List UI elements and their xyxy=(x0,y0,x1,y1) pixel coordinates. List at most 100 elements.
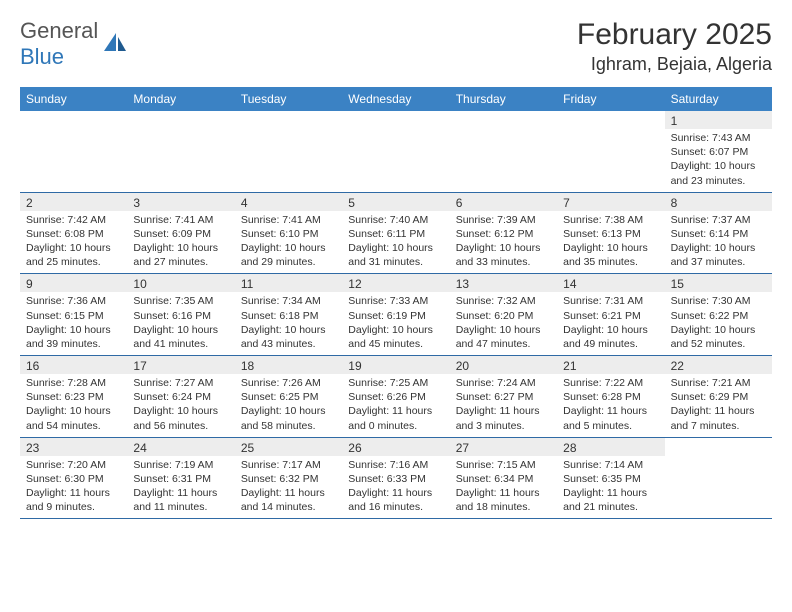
day-line: Sunset: 6:07 PM xyxy=(671,145,766,159)
month-title: February 2025 xyxy=(577,18,772,52)
day-number: 4 xyxy=(235,193,342,211)
day-cell: 10Sunrise: 7:35 AMSunset: 6:16 PMDayligh… xyxy=(127,274,234,355)
day-number: 8 xyxy=(665,193,772,211)
day-line: Daylight: 10 hours xyxy=(26,323,121,337)
week-row: 16Sunrise: 7:28 AMSunset: 6:23 PMDayligh… xyxy=(20,356,772,438)
day-content: Sunrise: 7:41 AMSunset: 6:10 PMDaylight:… xyxy=(235,211,342,274)
day-line: Sunset: 6:19 PM xyxy=(348,309,443,323)
day-content: Sunrise: 7:38 AMSunset: 6:13 PMDaylight:… xyxy=(557,211,664,274)
day-content: Sunrise: 7:30 AMSunset: 6:22 PMDaylight:… xyxy=(665,292,772,355)
day-cell: 18Sunrise: 7:26 AMSunset: 6:25 PMDayligh… xyxy=(235,356,342,437)
day-line: Daylight: 11 hours xyxy=(563,486,658,500)
day-content: Sunrise: 7:28 AMSunset: 6:23 PMDaylight:… xyxy=(20,374,127,437)
day-line: and 35 minutes. xyxy=(563,255,658,269)
day-line: Daylight: 10 hours xyxy=(241,241,336,255)
day-line: and 3 minutes. xyxy=(456,419,551,433)
day-line: Sunrise: 7:27 AM xyxy=(133,376,228,390)
weekday-header: Friday xyxy=(557,87,664,111)
day-line: and 33 minutes. xyxy=(456,255,551,269)
day-cell xyxy=(235,111,342,192)
day-content: Sunrise: 7:39 AMSunset: 6:12 PMDaylight:… xyxy=(450,211,557,274)
day-number: 27 xyxy=(450,438,557,456)
day-line: Sunrise: 7:30 AM xyxy=(671,294,766,308)
day-number: 20 xyxy=(450,356,557,374)
day-cell: 23Sunrise: 7:20 AMSunset: 6:30 PMDayligh… xyxy=(20,438,127,519)
day-cell: 15Sunrise: 7:30 AMSunset: 6:22 PMDayligh… xyxy=(665,274,772,355)
weekday-header: Saturday xyxy=(665,87,772,111)
day-line: Daylight: 10 hours xyxy=(133,323,228,337)
day-number: 19 xyxy=(342,356,449,374)
day-line: Sunrise: 7:31 AM xyxy=(563,294,658,308)
weekday-header: Thursday xyxy=(450,87,557,111)
day-line: Sunrise: 7:33 AM xyxy=(348,294,443,308)
day-number: 12 xyxy=(342,274,449,292)
day-cell xyxy=(450,111,557,192)
day-line: and 47 minutes. xyxy=(456,337,551,351)
day-line: and 23 minutes. xyxy=(671,174,766,188)
day-line: Sunset: 6:16 PM xyxy=(133,309,228,323)
day-line: Daylight: 10 hours xyxy=(456,323,551,337)
day-number: 22 xyxy=(665,356,772,374)
day-cell: 11Sunrise: 7:34 AMSunset: 6:18 PMDayligh… xyxy=(235,274,342,355)
day-number: 26 xyxy=(342,438,449,456)
day-line: Sunrise: 7:26 AM xyxy=(241,376,336,390)
day-number: 11 xyxy=(235,274,342,292)
day-line: Daylight: 11 hours xyxy=(241,486,336,500)
day-number: 3 xyxy=(127,193,234,211)
day-cell: 27Sunrise: 7:15 AMSunset: 6:34 PMDayligh… xyxy=(450,438,557,519)
day-line: Sunset: 6:12 PM xyxy=(456,227,551,241)
day-line: Sunrise: 7:16 AM xyxy=(348,458,443,472)
day-line: Daylight: 11 hours xyxy=(348,486,443,500)
calendar: Sunday Monday Tuesday Wednesday Thursday… xyxy=(20,87,772,519)
day-line: Sunrise: 7:41 AM xyxy=(241,213,336,227)
day-line: Sunrise: 7:41 AM xyxy=(133,213,228,227)
day-line: and 14 minutes. xyxy=(241,500,336,514)
day-content: Sunrise: 7:43 AMSunset: 6:07 PMDaylight:… xyxy=(665,129,772,192)
day-line: and 0 minutes. xyxy=(348,419,443,433)
day-line: Sunset: 6:35 PM xyxy=(563,472,658,486)
day-number: 7 xyxy=(557,193,664,211)
day-line: Sunset: 6:15 PM xyxy=(26,309,121,323)
day-line: Sunset: 6:26 PM xyxy=(348,390,443,404)
day-content: Sunrise: 7:37 AMSunset: 6:14 PMDaylight:… xyxy=(665,211,772,274)
day-cell: 12Sunrise: 7:33 AMSunset: 6:19 PMDayligh… xyxy=(342,274,449,355)
day-cell: 22Sunrise: 7:21 AMSunset: 6:29 PMDayligh… xyxy=(665,356,772,437)
day-number: 24 xyxy=(127,438,234,456)
weekday-header: Sunday xyxy=(20,87,127,111)
day-number: 14 xyxy=(557,274,664,292)
day-line: Sunset: 6:09 PM xyxy=(133,227,228,241)
weeks-container: 1Sunrise: 7:43 AMSunset: 6:07 PMDaylight… xyxy=(20,111,772,519)
day-line: Sunrise: 7:38 AM xyxy=(563,213,658,227)
day-line: Sunrise: 7:24 AM xyxy=(456,376,551,390)
day-number xyxy=(665,438,772,456)
day-number xyxy=(127,111,234,129)
day-number: 5 xyxy=(342,193,449,211)
day-line: Daylight: 11 hours xyxy=(456,404,551,418)
day-line: Sunset: 6:30 PM xyxy=(26,472,121,486)
logo-text-1: General xyxy=(20,18,98,43)
day-cell: 25Sunrise: 7:17 AMSunset: 6:32 PMDayligh… xyxy=(235,438,342,519)
day-number: 2 xyxy=(20,193,127,211)
day-line: and 54 minutes. xyxy=(26,419,121,433)
day-line: Daylight: 10 hours xyxy=(671,159,766,173)
day-line: Sunset: 6:28 PM xyxy=(563,390,658,404)
day-cell: 9Sunrise: 7:36 AMSunset: 6:15 PMDaylight… xyxy=(20,274,127,355)
day-line: Sunrise: 7:35 AM xyxy=(133,294,228,308)
day-line: Daylight: 10 hours xyxy=(671,241,766,255)
day-content: Sunrise: 7:34 AMSunset: 6:18 PMDaylight:… xyxy=(235,292,342,355)
day-cell: 5Sunrise: 7:40 AMSunset: 6:11 PMDaylight… xyxy=(342,193,449,274)
day-content: Sunrise: 7:24 AMSunset: 6:27 PMDaylight:… xyxy=(450,374,557,437)
day-content: Sunrise: 7:31 AMSunset: 6:21 PMDaylight:… xyxy=(557,292,664,355)
day-cell xyxy=(557,111,664,192)
day-content: Sunrise: 7:22 AMSunset: 6:28 PMDaylight:… xyxy=(557,374,664,437)
day-cell: 21Sunrise: 7:22 AMSunset: 6:28 PMDayligh… xyxy=(557,356,664,437)
day-line: Sunset: 6:27 PM xyxy=(456,390,551,404)
day-cell: 2Sunrise: 7:42 AMSunset: 6:08 PMDaylight… xyxy=(20,193,127,274)
day-cell: 4Sunrise: 7:41 AMSunset: 6:10 PMDaylight… xyxy=(235,193,342,274)
day-line: and 37 minutes. xyxy=(671,255,766,269)
day-content: Sunrise: 7:42 AMSunset: 6:08 PMDaylight:… xyxy=(20,211,127,274)
week-row: 1Sunrise: 7:43 AMSunset: 6:07 PMDaylight… xyxy=(20,111,772,193)
day-line: and 56 minutes. xyxy=(133,419,228,433)
day-content: Sunrise: 7:32 AMSunset: 6:20 PMDaylight:… xyxy=(450,292,557,355)
day-number: 18 xyxy=(235,356,342,374)
